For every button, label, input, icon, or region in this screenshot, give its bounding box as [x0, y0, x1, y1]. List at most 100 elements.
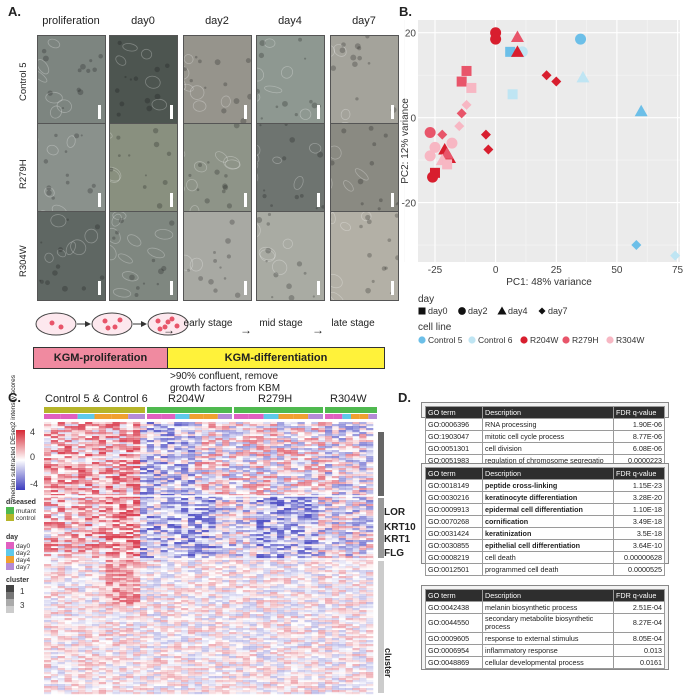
group-title-0: Control 5 & Control 6	[45, 393, 148, 405]
day-annotation-cell	[128, 414, 145, 419]
scale-bar	[98, 193, 101, 207]
fdr-cell: 1.90E-06	[613, 418, 665, 431]
column-title-proliferation: proliferation	[42, 15, 100, 27]
legend-swatch	[6, 542, 14, 549]
fdr-cell: 8.27E-04	[613, 613, 665, 633]
data-point	[446, 137, 458, 149]
gene-label-krt10: KRT10	[384, 522, 416, 533]
go-term-cell: GO:0030216	[425, 491, 483, 504]
description-cell: inflammatory response	[482, 644, 614, 657]
fdr-cell: 1.10E-18	[613, 503, 665, 516]
micrograph-r304w-day4	[256, 211, 325, 301]
gene-label-krt1: KRT1	[384, 534, 411, 545]
legend-swatch	[6, 563, 14, 570]
panel-c-label: C.	[8, 390, 21, 405]
data-point	[461, 99, 472, 110]
gene-label-flg: FLG	[384, 548, 404, 559]
description-cell: cellular developmental process	[482, 656, 614, 669]
fdr-cell: 6.08E-06	[613, 442, 665, 455]
header-cell: GO term	[425, 467, 483, 480]
go-table-header: GO term Description FDR q-value	[425, 589, 665, 602]
scale-bar	[317, 281, 320, 295]
row-label-control-5: Control 5	[18, 62, 29, 101]
data-point	[454, 121, 465, 132]
micrograph-r279h-day0	[109, 123, 178, 213]
data-point	[510, 30, 524, 42]
data-point	[424, 127, 436, 139]
fdr-cell: 0.0161	[613, 656, 665, 669]
scale-bar	[317, 193, 320, 207]
legend-cell-line-marker	[606, 336, 614, 344]
table-row: GO:0009605 response to external stimulus 8…	[425, 632, 665, 645]
legend-cluster-label: 3	[20, 601, 25, 610]
header-cell: GO term	[425, 406, 483, 419]
day-annotation-cell	[351, 414, 360, 419]
x-tick-label: 50	[611, 265, 623, 276]
description-cell: RNA processing	[482, 418, 614, 431]
scale-bar	[391, 193, 394, 207]
data-point	[424, 150, 436, 162]
scale-tick: -4	[30, 479, 38, 489]
table-row: GO:0006396 RNA processing 1.90E-06	[425, 418, 665, 431]
table-row: GO:0012501 programmed cell death 0.0000525	[425, 563, 665, 576]
micrograph-control-5-day2	[183, 35, 252, 125]
fdr-cell: 8.05E-04	[613, 632, 665, 645]
cluster-side-label: cluster	[383, 648, 393, 678]
description-cell: melanin biosynthetic process	[482, 601, 614, 614]
data-point	[576, 70, 590, 83]
table-row: GO:0042438 melanin biosynthetic process 2.…	[425, 601, 665, 614]
arrow-icon: →	[240, 323, 252, 337]
day-annotation-cell	[368, 414, 377, 419]
legend-swatch	[6, 549, 14, 556]
legend-cell-line-label: Control 6	[478, 335, 513, 345]
description-cell: response to external stimulus	[482, 632, 614, 645]
micrograph-r304w-day7	[330, 211, 399, 301]
table-row: GO:0030216 keratinocyte differentiation 3.…	[425, 491, 665, 504]
scale-bar	[170, 193, 173, 207]
culture-dish-diagram	[35, 312, 189, 336]
data-point	[483, 144, 494, 155]
table-row: GO:0048869 cellular developmental process…	[425, 656, 665, 669]
day-annotation-cell	[44, 414, 61, 419]
go-table-box-2: GO term Description FDR q-value GO:0018149 p…	[421, 463, 669, 576]
legend-swatch	[6, 585, 14, 592]
data-point	[541, 70, 552, 81]
stage-mid: mid stage	[259, 318, 303, 329]
go-term-cell: GO:0070268	[425, 515, 483, 528]
legend-swatch	[6, 514, 14, 521]
legend-cell-line-marker	[418, 336, 426, 344]
heatmap-cells	[44, 422, 374, 695]
day-annotation-cell	[293, 414, 309, 419]
go-term-cell: GO:0008219	[425, 551, 483, 564]
micrograph-r304w-day2	[183, 211, 252, 301]
fdr-cell: 1.15E-23	[613, 479, 665, 492]
data-point	[551, 76, 562, 87]
x-tick-label: 0	[493, 265, 499, 276]
data-point	[466, 82, 477, 93]
day-annotation-cell	[248, 414, 264, 419]
go-term-cell: GO:0009913	[425, 503, 483, 516]
data-point	[631, 240, 642, 251]
description-cell: mitotic cell cycle process	[482, 430, 614, 443]
legend-day-label: day7	[16, 564, 30, 571]
go-term-cell: GO:0048869	[425, 656, 483, 669]
description-cell: cornification	[482, 515, 614, 528]
legend-cell-line-label: Control 5	[428, 335, 463, 345]
legend-day-label: day4	[508, 306, 528, 316]
column-title-day2: day2	[205, 15, 229, 27]
scale-bar	[170, 281, 173, 295]
header-cell: Description	[482, 589, 614, 602]
scale-bar	[391, 105, 394, 119]
panel-a-label: A.	[8, 4, 21, 19]
legend-swatch	[6, 592, 14, 599]
legend-diseased-title: diseased	[6, 499, 36, 506]
group-title-2: R279H	[258, 393, 293, 405]
go-table-header: GO term Description FDR q-value	[425, 406, 665, 419]
cluster-bar-1	[378, 432, 384, 496]
description-cell: cell division	[482, 442, 614, 455]
scale-tick: 0	[30, 452, 35, 462]
go-table-box-3: GO term Description FDR q-value GO:0042438 m…	[421, 585, 669, 670]
scale-title: median subtracted DEseq2 intensity score…	[10, 374, 17, 500]
scale-tick: 4	[30, 427, 35, 437]
scale-bar	[317, 105, 320, 119]
